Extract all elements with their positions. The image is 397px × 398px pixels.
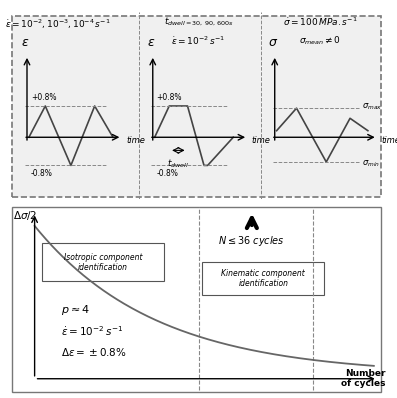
Text: +0.8%: +0.8% <box>31 93 56 102</box>
Text: $N \leq 36$ cycles: $N \leq 36$ cycles <box>218 234 285 248</box>
Text: $\dot{\varepsilon} = 10^{-2}\, s^{-1}$: $\dot{\varepsilon} = 10^{-2}\, s^{-1}$ <box>172 34 225 47</box>
Text: time: time <box>252 136 271 144</box>
Text: $\sigma_{min}$: $\sigma_{min}$ <box>362 158 380 169</box>
Text: time: time <box>382 136 397 144</box>
Text: $\varepsilon$: $\varepsilon$ <box>147 36 155 49</box>
Text: Number
of cycles: Number of cycles <box>341 369 385 388</box>
Text: $\sigma$: $\sigma$ <box>268 36 278 49</box>
Text: $\sigma_{mean} \neq 0$: $\sigma_{mean} \neq 0$ <box>299 34 341 47</box>
Text: $\dot{\varepsilon} = 10^{-2}, 10^{-3}, 10^{-4}\, s^{-1}$: $\dot{\varepsilon} = 10^{-2}, 10^{-3}, 1… <box>5 18 110 31</box>
FancyBboxPatch shape <box>12 16 382 197</box>
Text: Kinematic component
identification: Kinematic component identification <box>222 269 305 288</box>
Text: $\sigma_{max}$: $\sigma_{max}$ <box>362 101 382 111</box>
Text: $p \approx 4$: $p \approx 4$ <box>61 303 91 317</box>
Text: $\dot{\varepsilon} = 10^{-2}\, s^{-1}$: $\dot{\varepsilon} = 10^{-2}\, s^{-1}$ <box>61 324 123 338</box>
Text: $\Delta\sigma/2$: $\Delta\sigma/2$ <box>13 209 37 222</box>
Text: $t_{dwell=30,\, 90,\, 600s}$: $t_{dwell=30,\, 90,\, 600s}$ <box>164 16 233 28</box>
FancyBboxPatch shape <box>12 207 382 392</box>
Text: time: time <box>126 136 145 144</box>
Text: $\dot{\sigma} = 100\, MPa.s^{-1}$: $\dot{\sigma} = 100\, MPa.s^{-1}$ <box>283 16 358 28</box>
Text: -0.8%: -0.8% <box>31 169 53 178</box>
FancyBboxPatch shape <box>202 262 324 295</box>
Text: $\Delta\varepsilon = \pm 0.8\%$: $\Delta\varepsilon = \pm 0.8\%$ <box>61 346 127 358</box>
Text: +0.8%: +0.8% <box>156 93 182 102</box>
Text: $\varepsilon$: $\varepsilon$ <box>21 36 29 49</box>
Text: Isotropic component
identification: Isotropic component identification <box>64 252 143 272</box>
Text: -0.8%: -0.8% <box>156 169 179 178</box>
Text: $t_{dwell}$: $t_{dwell}$ <box>168 158 189 170</box>
FancyBboxPatch shape <box>42 243 164 281</box>
